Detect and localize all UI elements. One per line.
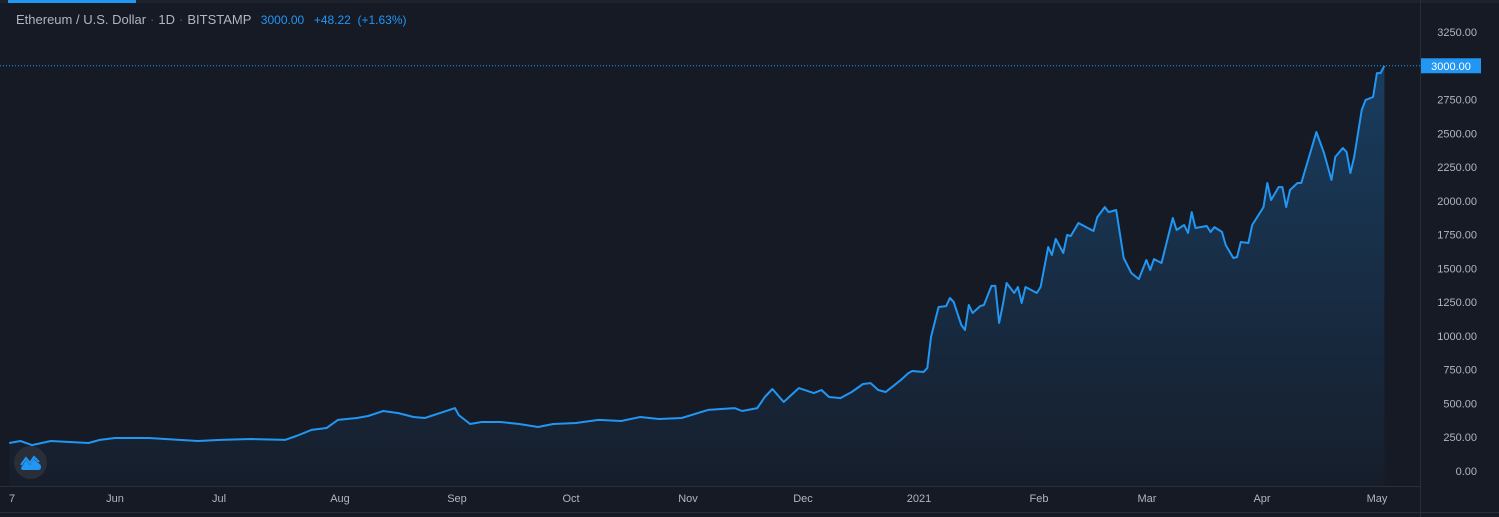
price-tick-label: 2500.00 (1437, 128, 1477, 140)
top-bar (0, 0, 1499, 3)
time-axis[interactable]: 7 Jun Jul Aug Sep Oct Nov Dec 2021 Feb Mar Apr May (9, 493, 1388, 505)
price-tick-label: 500.00 (1443, 398, 1477, 410)
price-tick-label: 0.00 (1456, 466, 1477, 478)
last-price: 3000.00 (260, 13, 305, 27)
price-tick-label: 1000.00 (1437, 331, 1477, 343)
price-change-percent: (+1.63%) (357, 13, 407, 27)
price-change: +48.22 (313, 13, 351, 27)
time-tick-label: Oct (562, 493, 579, 505)
price-tick-label: 2000.00 (1437, 196, 1477, 208)
time-tick-label: Jul (212, 493, 226, 505)
loading-progress-bar (8, 0, 136, 3)
time-tick-label: Sep (447, 493, 467, 505)
tradingview-logo-button[interactable] (14, 446, 47, 479)
symbol-legend[interactable]: Ethereum / U.S. Dollar · 1D · BITSTAMP 3000.… (16, 12, 407, 27)
time-tick-label: Apr (1253, 493, 1270, 505)
last-price-label-bg (1421, 58, 1481, 74)
price-tick-label: 2750.00 (1437, 95, 1477, 107)
time-tick-label: 7 (9, 493, 15, 505)
time-tick-label: Aug (330, 493, 350, 505)
price-tick-label: 250.00 (1443, 432, 1477, 444)
exchange: BITSTAMP (187, 12, 252, 27)
time-tick-label: May (1367, 493, 1388, 505)
tradingview-cloud-icon (19, 454, 41, 470)
time-tick-label: Dec (793, 493, 813, 505)
price-line (9, 65, 1386, 447)
time-tick-label: Mar (1138, 493, 1157, 505)
last-price-label: 3000.00 (1431, 61, 1471, 73)
price-axis[interactable]: 3250.00 2750.00 2500.00 2250.00 2000.00 1750.… (1437, 27, 1477, 478)
price-tick-label: 1250.00 (1437, 297, 1477, 309)
time-tick-label: Nov (678, 493, 698, 505)
interval[interactable]: 1D (158, 12, 176, 27)
price-tick-label: 750.00 (1443, 365, 1477, 377)
price-tick-label: 1500.00 (1437, 263, 1477, 275)
time-tick-label: Feb (1030, 493, 1049, 505)
price-area-fill (9, 65, 1385, 487)
symbol-name[interactable]: Ethereum / U.S. Dollar (16, 12, 147, 27)
price-tick-label: 3250.00 (1437, 27, 1477, 39)
time-tick-label: Jun (106, 493, 124, 505)
time-tick-label: 2021 (907, 493, 931, 505)
price-tick-label: 2250.00 (1437, 162, 1477, 174)
price-tick-label: 1750.00 (1437, 230, 1477, 242)
